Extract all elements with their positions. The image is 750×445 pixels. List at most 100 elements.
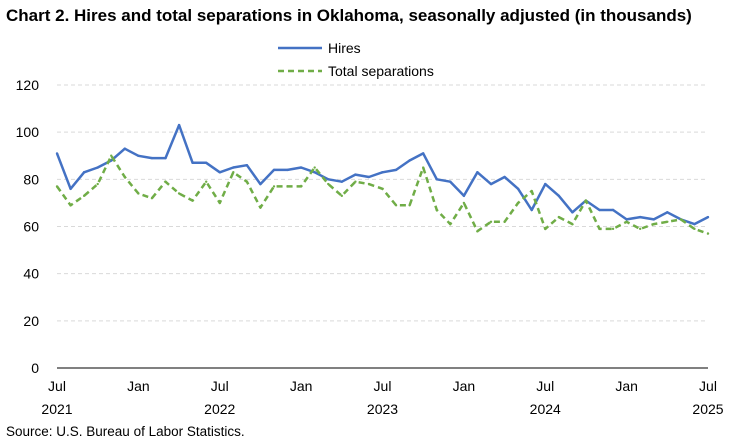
separations-point <box>544 227 547 231</box>
separations-point <box>137 192 140 195</box>
separations-point <box>449 222 452 226</box>
x-tick-label: Jul <box>48 378 66 394</box>
y-tick-label: 100 <box>16 124 40 140</box>
hires-point <box>571 211 574 214</box>
hires-point <box>530 208 533 212</box>
x-tick-label: Jan <box>127 378 150 394</box>
y-tick-label: 120 <box>16 77 40 93</box>
separations-point <box>598 227 601 231</box>
separations-point <box>503 220 506 223</box>
hires-point <box>449 180 452 183</box>
legend-hires-label: Hires <box>328 40 361 56</box>
separations-point <box>69 204 72 207</box>
hires-point <box>286 168 289 172</box>
separations-point <box>381 187 384 190</box>
y-tick-label: 40 <box>23 266 39 282</box>
hires-point <box>232 166 235 169</box>
x-tick-year-label: 2022 <box>204 401 235 417</box>
separations-point <box>394 204 398 207</box>
hires-point <box>354 173 357 176</box>
series-group <box>55 123 710 235</box>
hires-point <box>96 166 99 169</box>
separations-point <box>164 180 167 183</box>
hires-point <box>557 194 561 198</box>
y-tick-label: 0 <box>31 360 39 376</box>
separations-point <box>584 199 588 202</box>
separations-point <box>652 222 655 226</box>
separations-point <box>259 206 262 209</box>
separations-point <box>204 180 208 183</box>
x-axis-ticks: Jul 2021 Jan Jul 2022 Jan Jul 2023 Jan Jul 2024 Jan… <box>41 378 723 417</box>
x-tick-label: Jul <box>211 378 229 394</box>
separations-point <box>611 227 615 231</box>
separations-point <box>272 185 276 188</box>
separations-point <box>354 180 357 183</box>
separations-point <box>706 232 710 235</box>
separations-point <box>625 220 628 223</box>
hires-point <box>503 175 506 179</box>
separations-point <box>82 194 86 198</box>
hires-point <box>272 168 276 172</box>
gridlines <box>57 84 708 322</box>
separations-point <box>340 194 344 198</box>
hires-point <box>177 123 181 127</box>
hires-point <box>204 161 208 165</box>
hires-point <box>150 156 154 160</box>
hires-point <box>313 171 316 174</box>
x-tick-year-label: 2021 <box>41 401 72 417</box>
y-axis-ticks: 0 20 40 60 80 100 120 <box>16 77 40 376</box>
separations-series-line <box>55 154 709 235</box>
x-tick-label: Jan <box>290 378 313 394</box>
x-tick-label: Jan <box>453 378 476 394</box>
legend: Hires Total separations <box>278 40 434 79</box>
hires-point <box>706 215 710 219</box>
hires-point <box>327 178 330 181</box>
hires-point <box>191 161 194 165</box>
separations-point <box>232 171 235 174</box>
separations-point <box>516 201 520 205</box>
x-tick-label: Jul <box>699 378 717 394</box>
separations-point <box>462 201 466 205</box>
hires-point <box>516 187 520 190</box>
hires-point <box>164 156 167 160</box>
separations-point <box>679 218 683 221</box>
separations-point <box>693 227 696 231</box>
separations-point <box>286 185 289 188</box>
separations-point <box>150 197 154 200</box>
separations-point <box>55 185 59 188</box>
legend-separations-label: Total separations <box>328 63 434 79</box>
hires-point <box>245 163 249 167</box>
hires-point <box>408 159 411 162</box>
separations-point <box>123 175 127 179</box>
hires-point <box>489 182 493 186</box>
hires-point <box>123 147 127 150</box>
separations-point <box>313 166 316 169</box>
hires-point <box>544 182 547 186</box>
hires-point <box>625 218 628 221</box>
separations-point <box>571 222 574 226</box>
hires-point <box>381 171 384 174</box>
hires-point <box>652 218 655 221</box>
separations-point <box>666 220 669 223</box>
hires-point <box>299 166 303 169</box>
x-tick-year-label: 2024 <box>530 401 561 417</box>
hires-point <box>666 211 669 214</box>
x-tick-year-label: 2023 <box>367 401 398 417</box>
source-note: Source: U.S. Bureau of Labor Statistics. <box>6 424 245 439</box>
separations-point <box>489 220 493 223</box>
hires-point <box>82 171 86 174</box>
hires-point <box>638 215 642 219</box>
x-tick-year-label: 2025 <box>692 401 723 417</box>
hires-point <box>598 208 601 212</box>
y-tick-label: 80 <box>23 171 39 187</box>
separations-point <box>408 204 411 207</box>
separations-point <box>530 189 533 193</box>
separations-point <box>421 166 425 169</box>
separations-point <box>110 154 113 157</box>
hires-point <box>218 171 221 174</box>
x-tick-label: Jul <box>374 378 392 394</box>
separations-point <box>327 182 330 186</box>
y-tick-label: 60 <box>23 219 39 235</box>
hires-point <box>435 178 438 181</box>
